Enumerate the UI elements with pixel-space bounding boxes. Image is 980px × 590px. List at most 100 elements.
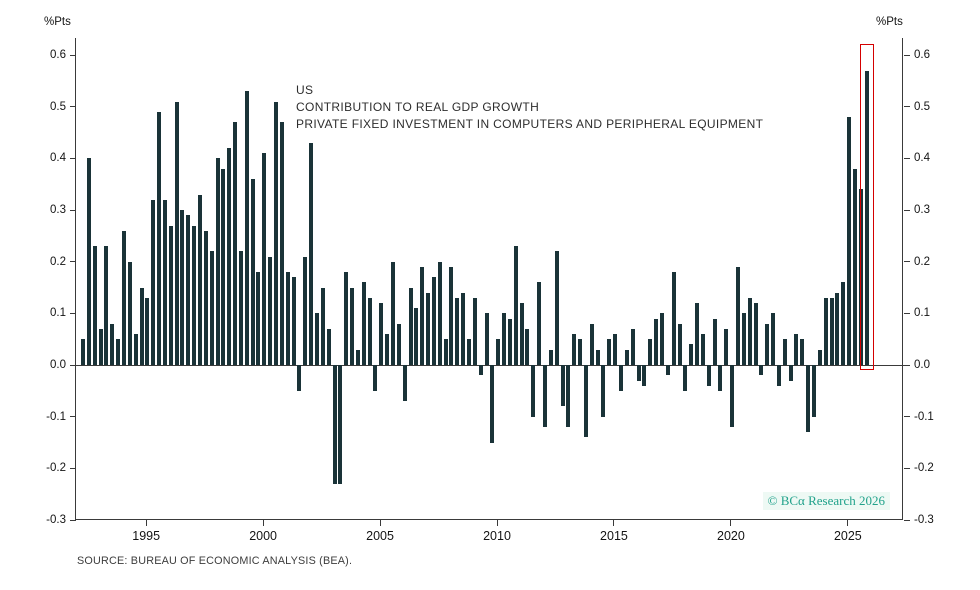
bar bbox=[624, 349, 629, 365]
bar bbox=[244, 91, 249, 365]
bar bbox=[238, 251, 243, 366]
y-tick-label-right: 0.0 bbox=[914, 359, 930, 372]
y-tick-label-right: -0.2 bbox=[914, 462, 934, 475]
bar bbox=[98, 328, 103, 366]
x-tick-label: 2010 bbox=[483, 529, 511, 543]
y-tick-left bbox=[70, 157, 76, 159]
bar bbox=[133, 334, 138, 365]
y-tick-right bbox=[904, 54, 910, 56]
bar bbox=[262, 153, 267, 365]
bar bbox=[414, 308, 419, 365]
x-tick bbox=[613, 520, 615, 526]
y-tick-label-left: -0.2 bbox=[46, 462, 66, 475]
y-tick-label-right: 0.1 bbox=[914, 307, 930, 320]
bar bbox=[619, 365, 623, 391]
bar bbox=[309, 142, 314, 365]
bar bbox=[303, 256, 308, 365]
bar bbox=[782, 339, 787, 365]
bar bbox=[560, 365, 565, 407]
y-tick-label-left: 0.0 bbox=[50, 359, 66, 372]
bar bbox=[361, 282, 366, 366]
bar bbox=[502, 313, 506, 366]
bar bbox=[314, 313, 319, 366]
bar bbox=[771, 313, 775, 366]
bar bbox=[162, 199, 167, 365]
bar bbox=[747, 297, 752, 366]
bar bbox=[431, 277, 436, 365]
bar bbox=[355, 349, 360, 365]
bar bbox=[466, 339, 471, 365]
bar bbox=[81, 339, 85, 365]
bar bbox=[209, 251, 214, 366]
bar bbox=[519, 303, 524, 365]
bar bbox=[648, 339, 653, 365]
bar bbox=[274, 101, 278, 365]
x-tick bbox=[496, 520, 498, 526]
bar bbox=[642, 365, 647, 386]
bar bbox=[344, 272, 349, 365]
bar bbox=[490, 365, 495, 443]
bar bbox=[215, 158, 220, 365]
bar bbox=[741, 313, 746, 366]
y-tick-label-left: 0.6 bbox=[50, 49, 66, 62]
bar bbox=[350, 287, 354, 365]
y-tick-left bbox=[70, 261, 76, 263]
bar bbox=[227, 148, 232, 365]
bar bbox=[443, 339, 448, 365]
chart-title-line-1: US bbox=[296, 83, 314, 97]
x-tick bbox=[262, 520, 264, 526]
bar bbox=[537, 282, 542, 366]
bar bbox=[320, 287, 325, 365]
y-tick-left bbox=[70, 209, 76, 211]
bar bbox=[531, 365, 536, 417]
plot-area: US CONTRIBUTION TO REAL GDP GROWTH PRIVA… bbox=[46, 38, 934, 543]
bar bbox=[145, 297, 150, 366]
x-tick bbox=[847, 520, 849, 526]
bar bbox=[554, 251, 559, 366]
bar bbox=[613, 334, 618, 365]
bar bbox=[174, 101, 179, 365]
y-tick-label-right: -0.3 bbox=[914, 514, 934, 526]
bar bbox=[326, 328, 331, 366]
bar bbox=[268, 256, 273, 365]
bar bbox=[139, 287, 144, 365]
bar bbox=[718, 365, 723, 391]
bar bbox=[186, 215, 191, 365]
y-tick-label-right: -0.1 bbox=[914, 410, 934, 423]
bar bbox=[373, 365, 378, 391]
y-tick-label-right: 0.2 bbox=[914, 255, 930, 268]
bar bbox=[478, 365, 483, 376]
y-tick-label-right: 0.5 bbox=[914, 100, 930, 113]
bar bbox=[332, 365, 337, 484]
bar bbox=[776, 365, 781, 386]
x-tick bbox=[145, 520, 147, 526]
y-tick-right bbox=[904, 364, 910, 366]
bar bbox=[297, 365, 302, 391]
bar bbox=[402, 365, 407, 402]
bar bbox=[233, 122, 238, 365]
x-tick bbox=[730, 520, 732, 526]
bar bbox=[811, 365, 816, 417]
y-tick-right bbox=[904, 157, 910, 159]
bar bbox=[338, 365, 343, 484]
bar bbox=[654, 318, 659, 365]
bar bbox=[203, 230, 208, 365]
bar bbox=[455, 297, 460, 366]
bar bbox=[513, 246, 518, 365]
bar bbox=[291, 277, 296, 365]
bar bbox=[677, 323, 682, 365]
chart-title-line-2: CONTRIBUTION TO REAL GDP GROWTH bbox=[296, 100, 540, 114]
bar bbox=[636, 365, 641, 381]
y-tick-label-left: 0.1 bbox=[50, 307, 66, 320]
y-tick-right bbox=[904, 416, 910, 418]
bar bbox=[408, 287, 413, 365]
bar bbox=[151, 199, 156, 365]
bar bbox=[86, 158, 91, 365]
bar bbox=[858, 189, 863, 365]
bar bbox=[765, 323, 770, 365]
y-tick-label-right: 0.3 bbox=[914, 204, 930, 217]
bar bbox=[572, 334, 577, 365]
bar bbox=[192, 225, 197, 365]
bar bbox=[221, 168, 226, 365]
bar bbox=[578, 339, 583, 365]
